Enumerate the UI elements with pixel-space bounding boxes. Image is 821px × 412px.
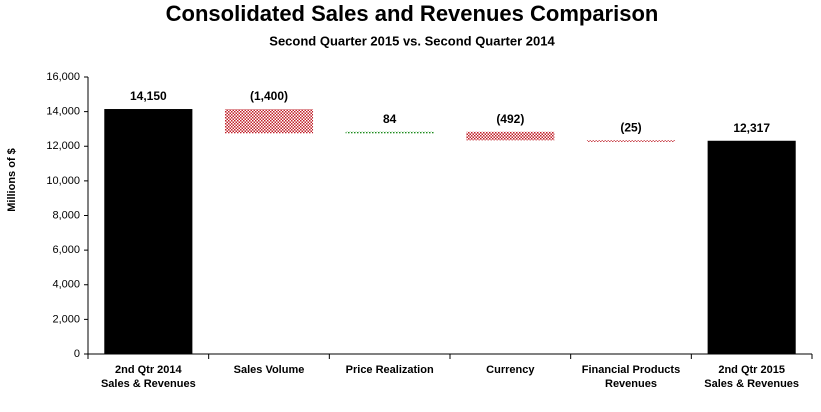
y-tick-label: 12,000 [46,140,80,152]
y-tick-label: 4,000 [52,279,80,291]
x-tick-label: Financial Products [582,364,680,376]
chart-subtitle: Second Quarter 2015 vs. Second Quarter 2… [269,33,555,48]
value-label: 84 [383,112,397,126]
y-tick-label: 0 [74,348,80,360]
value-label: (1,400) [250,89,288,103]
value-label: 14,150 [130,89,167,103]
bar [345,131,434,134]
bar [707,140,796,354]
y-tick-label: 2,000 [52,313,80,325]
x-tick-label: Sales & Revenues [704,378,799,390]
chart-title: Consolidated Sales and Revenues Comparis… [166,1,659,26]
bar [104,109,193,354]
bar [224,109,314,134]
y-axis-title: Millions of $ [6,148,18,212]
y-tick-label: 14,000 [46,106,80,118]
y-tick-label: 6,000 [52,244,80,256]
x-tick-label: 2nd Qtr 2015 [718,364,785,376]
x-tick-label: Sales Volume [234,364,305,376]
x-tick-label: Sales & Revenues [101,378,196,390]
y-tick-label: 16,000 [46,71,80,83]
y-tick-label: 10,000 [46,175,80,187]
x-tick-label: Revenues [605,378,657,390]
y-tick-label: 8,000 [52,209,80,221]
bar [586,140,676,142]
x-tick-label: 2nd Qtr 2014 [115,364,183,376]
value-label: (492) [496,112,524,126]
x-tick-label: Price Realization [346,364,434,376]
value-label: (25) [620,121,641,135]
bar [466,131,555,141]
x-tick-label: Currency [486,364,535,376]
value-label: 12,317 [733,121,770,135]
